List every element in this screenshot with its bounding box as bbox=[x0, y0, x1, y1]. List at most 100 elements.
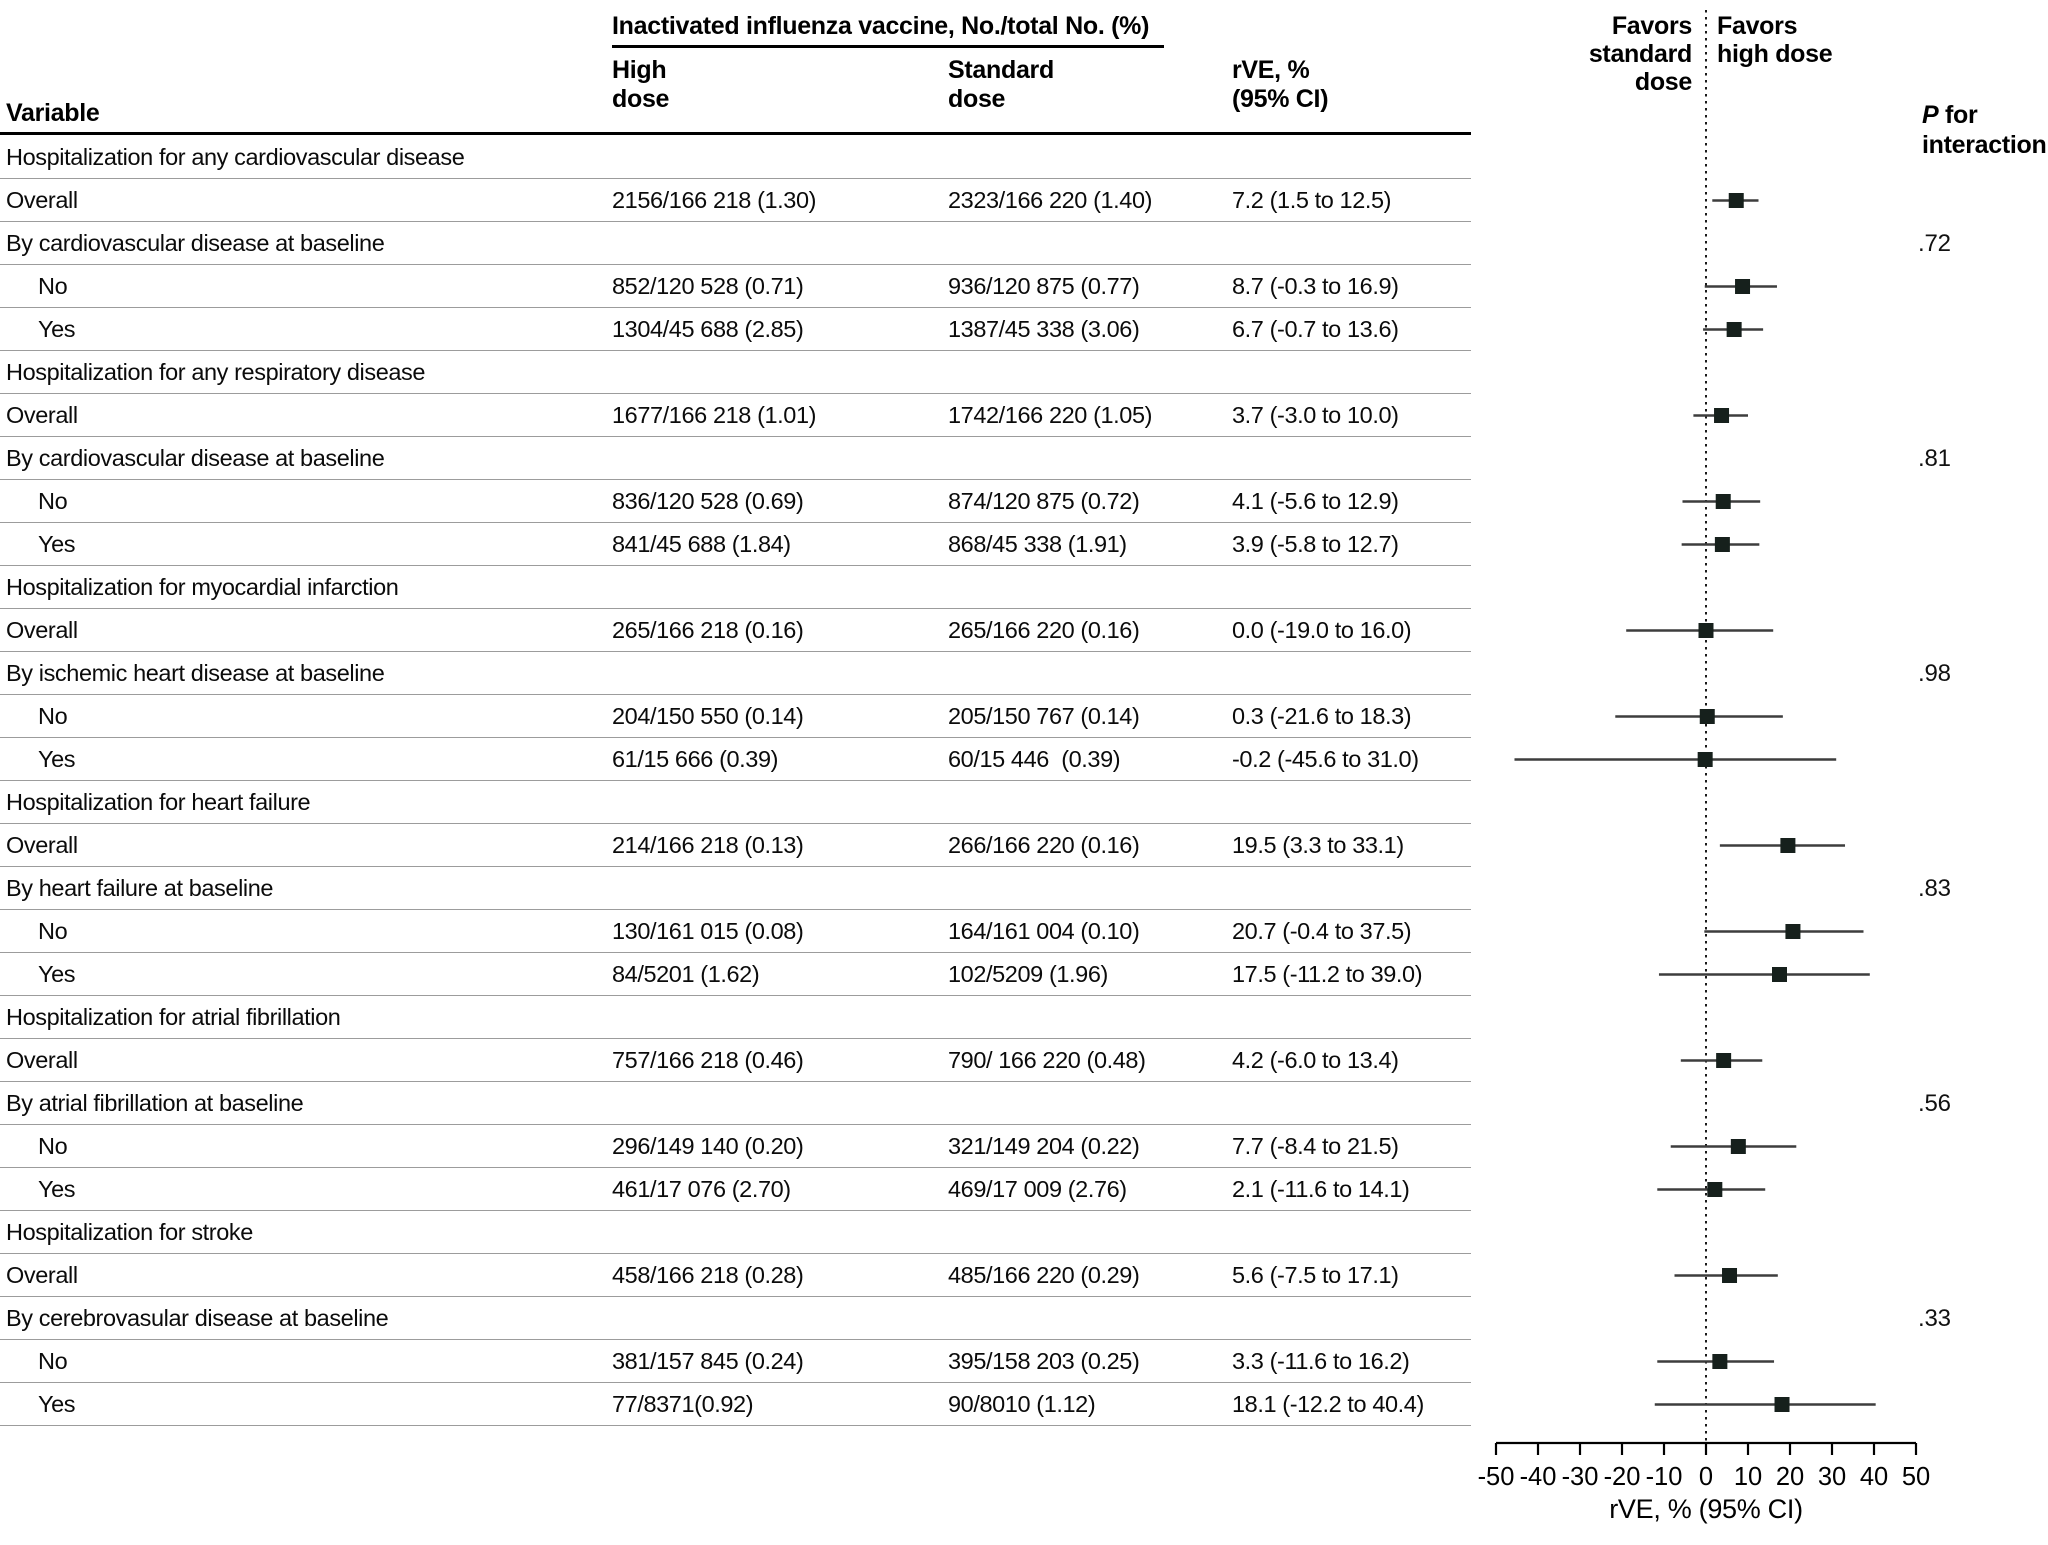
point-estimate-marker bbox=[1780, 838, 1796, 853]
table-row: No 296/149 140 (0.20) 321/149 204 (0.22) 7.… bbox=[0, 1125, 1471, 1168]
table-row: Overall 2156/166 218 (1.30) 2323/166 220 (… bbox=[0, 179, 1471, 222]
high-dose-value: 214/166 218 (0.13) bbox=[612, 832, 804, 858]
rve-ci-value: 4.2 (-6.0 to 13.4) bbox=[1232, 1047, 1399, 1073]
point-estimate-marker bbox=[1730, 1139, 1746, 1154]
rve-ci-value: 6.7 (-0.7 to 13.6) bbox=[1232, 316, 1399, 342]
section-title: Hospitalization for atrial fibrillation bbox=[6, 1004, 341, 1030]
subgroup-header-row: By atrial fibrillation at baseline bbox=[0, 1082, 1471, 1125]
point-estimate-marker bbox=[1728, 193, 1744, 208]
standard-dose-value: 60/15 446 (0.39) bbox=[948, 746, 1121, 772]
rve-ci-value: 8.7 (-0.3 to 16.9) bbox=[1232, 273, 1399, 299]
favors-high-dose-label: Favors high dose bbox=[1717, 12, 1833, 68]
high-dose-value: 77/8371(0.92) bbox=[612, 1391, 754, 1417]
section-title: Hospitalization for stroke bbox=[6, 1219, 253, 1245]
row-label: Yes bbox=[38, 961, 76, 987]
row-label: Overall bbox=[6, 402, 78, 428]
section-header-row: Hospitalization for any cardiovascular d… bbox=[0, 136, 1471, 179]
table-row: No 130/161 015 (0.08) 164/161 004 (0.10) 20… bbox=[0, 910, 1471, 953]
point-estimate-marker bbox=[1715, 494, 1731, 509]
table-row: Overall 1677/166 218 (1.01) 1742/166 220 (… bbox=[0, 394, 1471, 437]
high-dose-value: 1677/166 218 (1.01) bbox=[612, 402, 817, 428]
row-label: By heart failure at baseline bbox=[6, 875, 274, 901]
subgroup-header-row: By cardiovascular disease at baseline bbox=[0, 222, 1471, 265]
rve-ci-value: 17.5 (-11.2 to 39.0) bbox=[1232, 961, 1423, 987]
subgroup-header-row: By cerebrovasular disease at baseline bbox=[0, 1297, 1471, 1340]
rve-ci-value: 7.2 (1.5 to 12.5) bbox=[1232, 187, 1392, 213]
high-dose-value: 61/15 666 (0.39) bbox=[612, 746, 779, 772]
high-dose-value: 841/45 688 (1.84) bbox=[612, 531, 791, 557]
rve-ci-value: 0.0 (-19.0 to 16.0) bbox=[1232, 617, 1412, 643]
row-label: Overall bbox=[6, 1047, 78, 1073]
high-dose-value: 296/149 140 (0.20) bbox=[612, 1133, 804, 1159]
row-label: Overall bbox=[6, 187, 78, 213]
x-tick-label: 30 bbox=[1818, 1463, 1846, 1491]
row-label: Yes bbox=[38, 1176, 76, 1202]
point-estimate-marker bbox=[1722, 1268, 1738, 1283]
table-row: Yes 84/5201 (1.62) 102/5209 (1.96) 17.5 (-1… bbox=[0, 953, 1471, 996]
row-label: Yes bbox=[38, 316, 76, 342]
row-label: By ischemic heart disease at baseline bbox=[6, 660, 385, 686]
high-dose-value: 458/166 218 (0.28) bbox=[612, 1262, 804, 1288]
rve-ci-value: 3.9 (-5.8 to 12.7) bbox=[1232, 531, 1399, 557]
point-estimate-marker bbox=[1772, 967, 1787, 982]
section-header-row: Hospitalization for any respiratory dise… bbox=[0, 351, 1471, 394]
table-row: Overall 757/166 218 (0.46) 790/ 166 220 (0… bbox=[0, 1039, 1471, 1082]
high-dose-value: 461/17 076 (2.70) bbox=[612, 1176, 791, 1202]
subgroup-header-row: By cardiovascular disease at baseline bbox=[0, 437, 1471, 480]
row-label: Yes bbox=[38, 746, 76, 772]
row-label: No bbox=[38, 488, 68, 514]
row-label: By atrial fibrillation at baseline bbox=[6, 1090, 304, 1116]
x-axis-title: rVE, % (95% CI) bbox=[1609, 1494, 1803, 1524]
subgroup-header-row: By ischemic heart disease at baseline bbox=[0, 652, 1471, 695]
favors-standard-dose-label: Favors standard dose bbox=[1588, 12, 1692, 96]
section-header-row: Hospitalization for stroke bbox=[0, 1211, 1471, 1254]
point-estimate-marker bbox=[1726, 322, 1742, 337]
table-row: No 204/150 550 (0.14) 205/150 767 (0.14) 0.… bbox=[0, 695, 1471, 738]
x-tick-label: 50 bbox=[1902, 1463, 1930, 1491]
table-row: Yes 61/15 666 (0.39) 60/15 446 (0.39) -0.2 … bbox=[0, 738, 1471, 781]
row-label: No bbox=[38, 273, 68, 299]
x-tick-label: -10 bbox=[1646, 1463, 1683, 1491]
point-estimate-marker bbox=[1716, 1053, 1732, 1068]
standard-dose-value: 936/120 875 (0.77) bbox=[948, 273, 1140, 299]
column-header-rve: rVE, % (95% CI) bbox=[1232, 56, 1329, 113]
row-label: Yes bbox=[38, 531, 76, 557]
high-dose-value: 84/5201 (1.62) bbox=[612, 961, 760, 987]
header-rule bbox=[0, 132, 1471, 135]
section-title: Hospitalization for any respiratory dise… bbox=[6, 359, 426, 385]
row-label: Yes bbox=[38, 1391, 76, 1417]
rve-ci-value: 18.1 (-12.2 to 40.4) bbox=[1232, 1391, 1424, 1417]
table-row: No 852/120 528 (0.71) 936/120 875 (0.77) 8.… bbox=[0, 265, 1471, 308]
x-tick-label: -50 bbox=[1478, 1463, 1515, 1491]
subgroup-header-row: By heart failure at baseline bbox=[0, 867, 1471, 910]
rve-ci-value: 3.3 (-11.6 to 16.2) bbox=[1232, 1348, 1410, 1374]
rve-ci-value: -0.2 (-45.6 to 31.0) bbox=[1232, 746, 1419, 772]
table-row: Yes 1304/45 688 (2.85) 1387/45 338 (3.06) 6… bbox=[0, 308, 1471, 351]
section-header-row: Hospitalization for myocardial infarctio… bbox=[0, 566, 1471, 609]
high-dose-value: 204/150 550 (0.14) bbox=[612, 703, 804, 729]
column-group-underline bbox=[612, 45, 1164, 48]
rve-ci-value: 4.1 (-5.6 to 12.9) bbox=[1232, 488, 1399, 514]
section-title: Hospitalization for any cardiovascular d… bbox=[6, 144, 465, 170]
table-row: Overall 458/166 218 (0.28) 485/166 220 (0.… bbox=[0, 1254, 1471, 1297]
standard-dose-value: 205/150 767 (0.14) bbox=[948, 703, 1140, 729]
column-group-header: Inactivated influenza vaccine, No./total… bbox=[612, 12, 1150, 40]
row-label: Overall bbox=[6, 1262, 78, 1288]
row-label: Overall bbox=[6, 832, 78, 858]
p-interaction-header: P for interaction bbox=[1922, 101, 2047, 159]
rve-ci-value: 7.7 (-8.4 to 21.5) bbox=[1232, 1133, 1399, 1159]
row-label: Overall bbox=[6, 617, 78, 643]
point-estimate-marker bbox=[1697, 752, 1713, 767]
high-dose-value: 2156/166 218 (1.30) bbox=[612, 187, 817, 213]
section-title: Hospitalization for myocardial infarctio… bbox=[6, 574, 399, 600]
row-label: By cardiovascular disease at baseline bbox=[6, 230, 385, 256]
row-label: By cardiovascular disease at baseline bbox=[6, 445, 385, 471]
rve-ci-value: 5.6 (-7.5 to 17.1) bbox=[1232, 1262, 1399, 1288]
standard-dose-value: 2323/166 220 (1.40) bbox=[948, 187, 1153, 213]
table-row: No 836/120 528 (0.69) 874/120 875 (0.72) 4.… bbox=[0, 480, 1471, 523]
standard-dose-value: 1387/45 338 (3.06) bbox=[948, 316, 1140, 342]
section-title: Hospitalization for heart failure bbox=[6, 789, 311, 815]
standard-dose-value: 321/149 204 (0.22) bbox=[948, 1133, 1140, 1159]
x-tick-label: -30 bbox=[1562, 1463, 1599, 1491]
point-estimate-marker bbox=[1735, 279, 1751, 294]
